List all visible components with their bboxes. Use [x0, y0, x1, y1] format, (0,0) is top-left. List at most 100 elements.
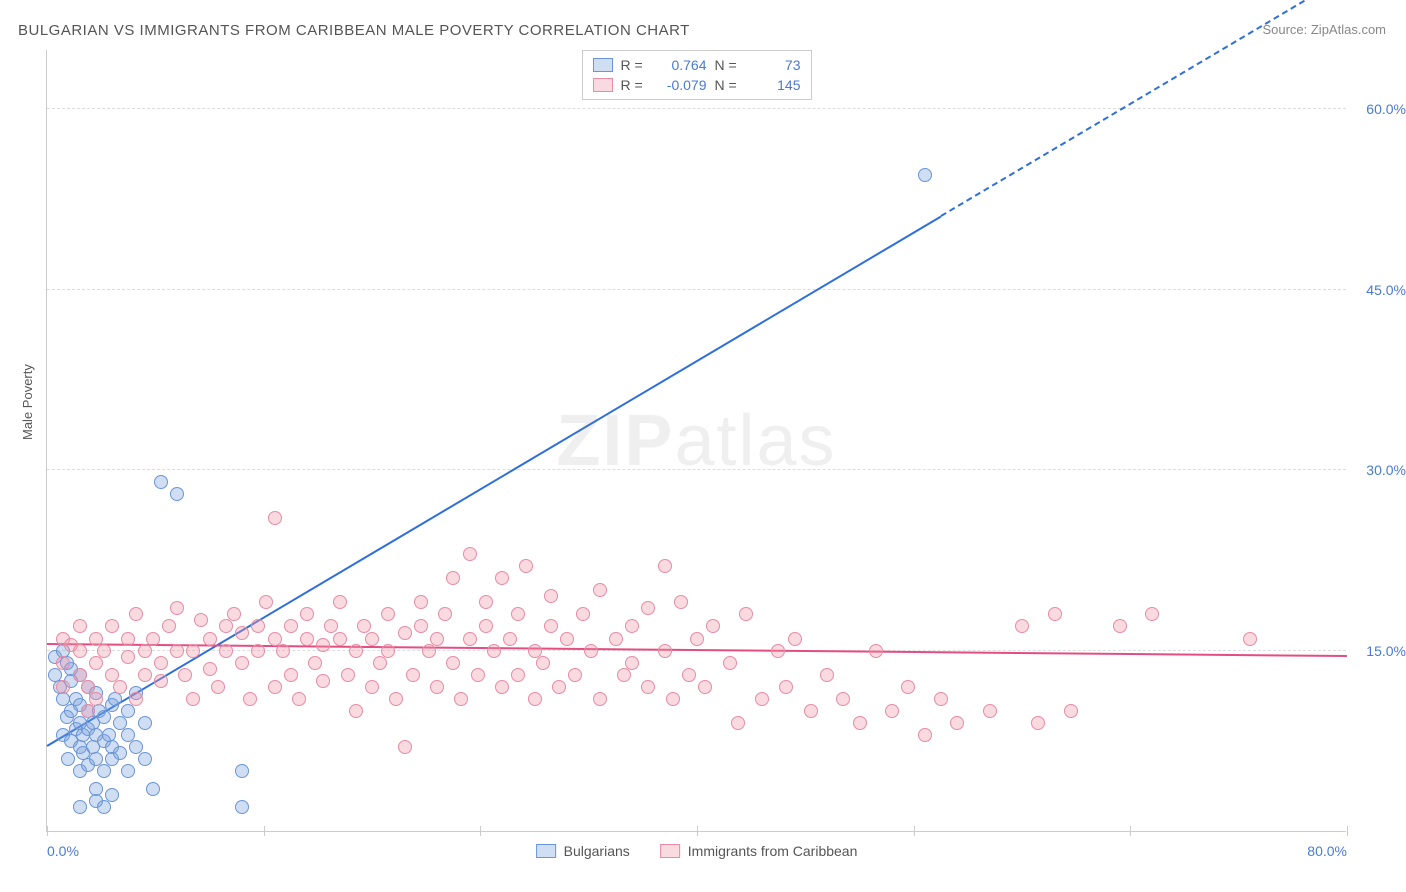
data-point: [674, 595, 688, 609]
data-point: [479, 595, 493, 609]
data-point: [1048, 607, 1062, 621]
data-point: [1145, 607, 1159, 621]
data-point: [308, 656, 322, 670]
data-point: [97, 644, 111, 658]
x-tick: [480, 826, 481, 836]
y-axis-label: Male Poverty: [20, 364, 35, 440]
data-point: [251, 619, 265, 633]
data-point: [300, 607, 314, 621]
x-tick-label: 0.0%: [47, 843, 79, 859]
n-label: N =: [715, 57, 743, 73]
data-point: [983, 704, 997, 718]
data-point: [243, 692, 257, 706]
data-point: [170, 601, 184, 615]
data-point: [121, 764, 135, 778]
data-point: [690, 632, 704, 646]
data-point: [487, 644, 501, 658]
y-tick-label: 45.0%: [1366, 282, 1406, 298]
data-point: [398, 740, 412, 754]
legend-row-caribbean: R = -0.079 N = 145: [593, 75, 801, 95]
correlation-legend: R = 0.764 N = 73 R = -0.079 N = 145: [582, 50, 812, 100]
data-point: [398, 626, 412, 640]
data-point: [349, 704, 363, 718]
y-tick-label: 60.0%: [1366, 101, 1406, 117]
data-point: [1243, 632, 1257, 646]
data-point: [430, 680, 444, 694]
data-point: [853, 716, 867, 730]
data-point: [235, 764, 249, 778]
data-point: [219, 644, 233, 658]
data-point: [121, 704, 135, 718]
legend-label: Immigrants from Caribbean: [688, 843, 858, 859]
data-point: [138, 716, 152, 730]
swatch-icon: [660, 844, 680, 858]
data-point: [170, 644, 184, 658]
x-tick-label: 80.0%: [1307, 843, 1347, 859]
data-point: [268, 680, 282, 694]
data-point: [121, 632, 135, 646]
data-point: [89, 692, 103, 706]
data-point: [146, 632, 160, 646]
data-point: [73, 800, 87, 814]
data-point: [414, 619, 428, 633]
r-label: R =: [621, 77, 649, 93]
data-point: [251, 644, 265, 658]
data-point: [950, 716, 964, 730]
data-point: [682, 668, 696, 682]
legend-row-bulgarians: R = 0.764 N = 73: [593, 55, 801, 75]
data-point: [788, 632, 802, 646]
data-point: [511, 668, 525, 682]
data-point: [203, 662, 217, 676]
data-point: [552, 680, 566, 694]
data-point: [593, 692, 607, 706]
data-point: [918, 168, 932, 182]
data-point: [138, 668, 152, 682]
data-point: [333, 632, 347, 646]
x-tick: [697, 826, 698, 836]
data-point: [666, 692, 680, 706]
data-point: [723, 656, 737, 670]
data-point: [105, 619, 119, 633]
chart-title: BULGARIAN VS IMMIGRANTS FROM CARIBBEAN M…: [18, 22, 690, 39]
data-point: [471, 668, 485, 682]
gridline: [47, 108, 1346, 109]
data-point: [454, 692, 468, 706]
data-point: [235, 656, 249, 670]
data-point: [81, 704, 95, 718]
data-point: [389, 692, 403, 706]
data-point: [446, 571, 460, 585]
data-point: [804, 704, 818, 718]
data-point: [268, 511, 282, 525]
data-point: [430, 632, 444, 646]
data-point: [97, 764, 111, 778]
trend-line: [46, 216, 941, 747]
data-point: [771, 644, 785, 658]
x-tick: [1130, 826, 1131, 836]
data-point: [625, 656, 639, 670]
data-point: [779, 680, 793, 694]
data-point: [1015, 619, 1029, 633]
data-point: [731, 716, 745, 730]
data-point: [560, 632, 574, 646]
data-point: [869, 644, 883, 658]
data-point: [186, 692, 200, 706]
data-point: [154, 674, 168, 688]
data-point: [154, 475, 168, 489]
data-point: [1113, 619, 1127, 633]
data-point: [113, 680, 127, 694]
data-point: [73, 619, 87, 633]
data-point: [658, 559, 672, 573]
data-point: [885, 704, 899, 718]
data-point: [463, 547, 477, 561]
data-point: [129, 607, 143, 621]
data-point: [381, 644, 395, 658]
data-point: [1031, 716, 1045, 730]
data-point: [544, 619, 558, 633]
data-point: [108, 692, 122, 706]
data-point: [178, 668, 192, 682]
r-value-caribbean: -0.079: [657, 77, 707, 93]
data-point: [617, 668, 631, 682]
swatch-icon: [536, 844, 556, 858]
data-point: [544, 589, 558, 603]
series-legend: Bulgarians Immigrants from Caribbean: [536, 843, 858, 859]
